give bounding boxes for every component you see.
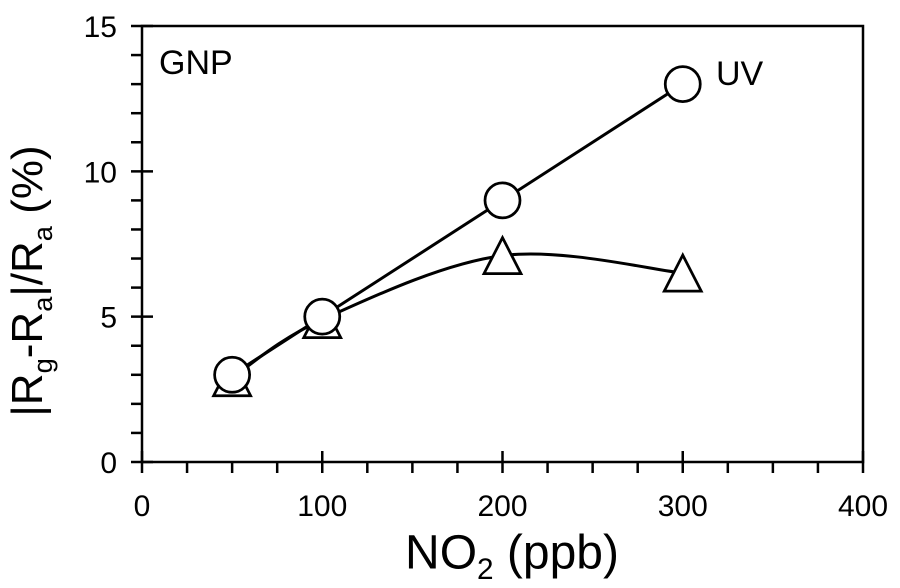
x-axis-title-unit: (ppb) (493, 526, 619, 580)
triangle-marker (481, 234, 524, 276)
circle-marker (303, 297, 342, 336)
x-tick-label: 400 (838, 490, 888, 523)
x-tick-label: 0 (134, 490, 151, 523)
series-label-uv: UV (716, 55, 764, 93)
x-axis-title-text: NO (405, 526, 478, 580)
x-tick-label: 100 (297, 490, 347, 523)
series-line-triangle (231, 252, 683, 379)
y-tick-label: 10 (84, 156, 117, 189)
y-tick-label: 5 (100, 302, 117, 335)
circle-marker (483, 181, 522, 220)
x-axis-title-subscript: 2 (477, 552, 494, 586)
x-tick-label: 200 (477, 490, 527, 523)
triangle-marker (661, 252, 704, 293)
y-axis-title: |Rg-Ra|/Ra (%) (2, 145, 58, 417)
y-tick-label: 15 (84, 11, 117, 44)
circle-marker (663, 65, 702, 104)
panel-label-gnp: GNP (159, 44, 233, 82)
x-axis-title: NO2 (ppb) (405, 529, 619, 584)
x-tick-label: 300 (658, 490, 708, 523)
y-tick-label: 0 (100, 447, 117, 480)
circle-marker (213, 355, 251, 394)
